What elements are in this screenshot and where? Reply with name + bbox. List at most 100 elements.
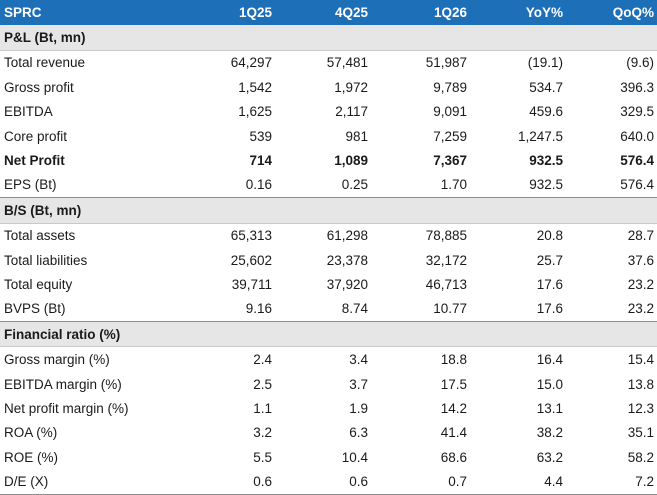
value-cell: 539: [249, 128, 272, 144]
value-cell: 3.4: [349, 352, 368, 368]
row-label: Total revenue: [4, 55, 86, 71]
value-cell: 17.5: [440, 376, 467, 392]
value-cell: 63.2: [536, 449, 563, 465]
row-label: Core profit: [4, 128, 68, 144]
value-cell: 17.6: [536, 276, 563, 292]
value-cell: (9.6): [626, 55, 654, 71]
value-cell: 9,091: [433, 104, 467, 120]
value-cell: 15.0: [536, 376, 563, 392]
value-cell: 981: [345, 128, 368, 144]
value-cell: 10.77: [433, 301, 467, 317]
value-cell: 13.8: [627, 376, 654, 392]
value-cell: 35.1: [627, 425, 654, 441]
row-label: D/E (X): [0, 469, 186, 495]
value-cell: 0.25: [341, 177, 368, 193]
value-cell: 23.2: [627, 276, 654, 292]
value-cell: 1,247.5: [517, 128, 563, 144]
value-cell: 20.8: [536, 228, 563, 244]
value-cell: 5.5: [253, 449, 272, 465]
value-cell: 2.4: [253, 352, 272, 368]
value-cell: 38.2: [536, 425, 563, 441]
value-cell: 14.2: [440, 400, 467, 416]
value-cell: 12.3: [627, 400, 654, 416]
value-cell: 329.5: [620, 104, 654, 120]
value-cell: 68.6: [440, 449, 467, 465]
section-title: B/S (Bt, mn): [0, 197, 657, 224]
value-cell: 1,542: [238, 79, 272, 95]
value-cell: 4.4: [470, 469, 566, 495]
value-cell: 0.6: [186, 469, 275, 495]
value-cell: 28.7: [627, 228, 654, 244]
value-cell: 64,297: [230, 55, 272, 71]
value-cell: 39,711: [231, 276, 272, 292]
row-label: Total assets: [4, 228, 76, 244]
value-cell: 0.16: [245, 177, 272, 193]
header-cell-4q25: 4Q25: [275, 0, 371, 26]
value-cell: 58.2: [627, 449, 654, 465]
row-label: Gross profit: [4, 79, 74, 95]
row-label: BVPS (Bt): [4, 301, 66, 317]
table-body: P&L (Bt, mn) Total revenue 64,297 57,481 51,…: [0, 24, 657, 495]
table-row: Net profit margin (%) 1.1 1.9 14.2 13.1 12.3: [0, 396, 657, 420]
value-cell: 9.16: [245, 301, 272, 317]
table-row: EPS (Bt) 0.16 0.25 1.70 932.5 576.4: [0, 173, 657, 198]
table-row: EBITDA margin (%) 2.5 3.7 17.5 15.0 13.8: [0, 372, 657, 396]
value-cell: 3.2: [253, 425, 272, 441]
row-label: Total liabilities: [4, 252, 88, 268]
value-cell: 2.5: [253, 376, 272, 392]
table-row: Total revenue 64,297 57,481 51,987 (19.1) (9.…: [0, 50, 657, 75]
row-label: Net Profit: [4, 153, 65, 169]
value-cell: 6.3: [349, 425, 368, 441]
value-cell: 7,367: [433, 153, 467, 169]
value-cell: 41.4: [440, 425, 467, 441]
table-row: BVPS (Bt) 9.16 8.74 10.77 17.6 23.2: [0, 297, 657, 322]
value-cell: 7,259: [433, 128, 467, 144]
header-cell-1q25: 1Q25: [186, 0, 275, 26]
value-cell: 932.5: [529, 177, 563, 193]
table-row: Total equity 39,711 37,920 46,713 17.6 23.2: [0, 272, 657, 296]
table-row: EBITDA 1,625 2,117 9,091 459.6 329.5: [0, 100, 657, 124]
value-cell: 46,713: [425, 276, 467, 292]
value-cell: 2,117: [335, 104, 368, 120]
row-label: ROE (%): [4, 449, 58, 465]
value-cell: 1,089: [334, 153, 368, 169]
value-cell: 534.7: [529, 79, 563, 95]
value-cell: 51,987: [425, 55, 467, 71]
value-cell: 1,625: [238, 104, 272, 120]
header-row: SPRC 1Q25 4Q25 1Q26 YoY% QoQ%: [0, 0, 657, 26]
section-header-row: B/S (Bt, mn): [0, 197, 657, 224]
table-row: D/E (X) 0.6 0.6 0.7 4.4 7.2: [0, 469, 657, 495]
value-cell: 18.8: [440, 352, 467, 368]
value-cell: 23,378: [326, 252, 368, 268]
value-cell: 1.9: [349, 400, 368, 416]
section-header-row: Financial ratio (%): [0, 321, 657, 348]
value-cell: 37,920: [326, 276, 368, 292]
table-row: Core profit 539 981 7,259 1,247.5 640.0: [0, 124, 657, 148]
value-cell: (19.1): [527, 55, 563, 71]
value-cell: 1.70: [440, 177, 467, 193]
section-title: P&L (Bt, mn): [0, 24, 657, 51]
table-header: SPRC 1Q25 4Q25 1Q26 YoY% QoQ%: [0, 0, 657, 26]
value-cell: 459.6: [529, 104, 563, 120]
value-cell: 640.0: [620, 128, 654, 144]
value-cell: 10.4: [341, 449, 368, 465]
value-cell: 15.4: [627, 352, 654, 368]
value-cell: 78,885: [425, 228, 467, 244]
row-label: Total equity: [4, 276, 73, 292]
table-row: ROE (%) 5.5 10.4 68.6 63.2 58.2: [0, 445, 657, 469]
table-row: Total liabilities 25,602 23,378 32,172 25.7 3…: [0, 248, 657, 272]
value-cell: 16.4: [536, 352, 563, 368]
value-cell: 23.2: [627, 301, 654, 317]
value-cell: 37.6: [627, 252, 654, 268]
value-cell: 1.1: [253, 400, 272, 416]
row-label: EPS (Bt): [4, 177, 57, 193]
value-cell: 9,789: [433, 79, 467, 95]
value-cell: 576.4: [620, 177, 654, 193]
value-cell: 714: [249, 153, 272, 169]
row-label: ROA (%): [4, 425, 58, 441]
value-cell: 576.4: [620, 153, 654, 169]
value-cell: 0.7: [371, 469, 470, 495]
section-header-row: P&L (Bt, mn): [0, 24, 657, 51]
table-row: Total assets 65,313 61,298 78,885 20.8 28.7: [0, 223, 657, 248]
